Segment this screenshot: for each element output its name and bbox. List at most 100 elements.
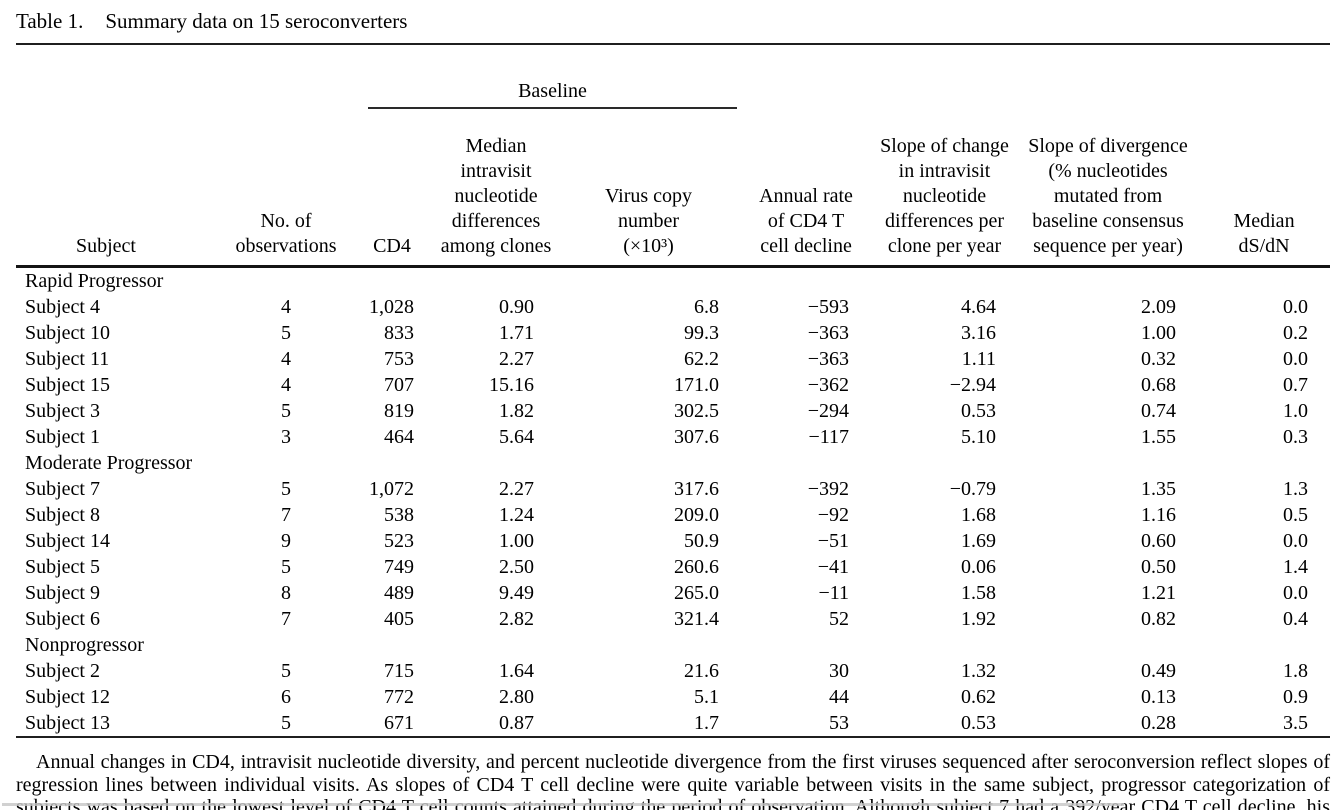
- value-cell: −2.94: [949, 374, 997, 396]
- value-cell: 15.16: [489, 374, 534, 396]
- value-cell: 0.50: [1141, 556, 1177, 578]
- value-cell: 52: [829, 608, 850, 630]
- value-cell: −51: [817, 530, 850, 552]
- header-median-dsdn: Median dS/dN: [1198, 45, 1331, 268]
- value-cell: 9: [281, 530, 291, 552]
- value-cell: 2.27: [499, 478, 534, 500]
- value-cell: 2.27: [499, 348, 534, 370]
- value-cell: 772: [384, 686, 414, 708]
- value-cell: 0.0: [1283, 530, 1309, 552]
- value-cell: 171.0: [674, 374, 720, 396]
- value-cell: 1.4: [1283, 556, 1309, 578]
- value-cell: 5: [281, 322, 291, 344]
- value-cell: 6: [281, 686, 291, 708]
- value-cell: 3.16: [961, 322, 997, 344]
- subject-cell: Subject 6: [25, 608, 100, 630]
- subject-cell: Subject 3: [25, 400, 100, 422]
- table-row: Subject 4 4 1,028 0.90 6.8 −593 4.64 2.09 0.0: [16, 294, 1330, 320]
- value-cell: 50.9: [684, 530, 720, 552]
- value-cell: 1.0: [1283, 400, 1309, 422]
- value-cell: 671: [348, 710, 436, 738]
- value-cell: 1.16: [1141, 504, 1177, 526]
- value-cell: −362: [807, 374, 850, 396]
- value-cell: −593: [807, 296, 850, 318]
- value-cell: 5.10: [961, 426, 997, 448]
- value-cell: −11: [818, 582, 850, 604]
- table-footnote: Annual changes in CD4, intravisit nucleo…: [16, 751, 1330, 810]
- value-cell: 1.32: [961, 660, 997, 682]
- value-cell: 3: [281, 426, 291, 448]
- header-median-intravisit: Median intravisit nucleotide differences…: [436, 134, 556, 268]
- value-cell: −363: [807, 322, 850, 344]
- value-cell: 0.32: [1141, 348, 1177, 370]
- table-title-text: Summary data on 15 seroconverters: [105, 9, 408, 33]
- value-cell: 1.92: [961, 608, 997, 630]
- value-cell: 5: [196, 710, 348, 738]
- value-cell: 2.82: [499, 608, 534, 630]
- value-cell: 1.00: [499, 530, 534, 552]
- table-row: Subject 7 5 1,072 2.27 317.6 −392 −0.79 1.35 1.3: [16, 476, 1330, 502]
- value-cell: 1.00: [1141, 322, 1177, 344]
- value-cell: 7: [281, 504, 291, 526]
- header-virus-copy: Virus copy number (×10³): [556, 134, 742, 268]
- table-number-label: Table 1.: [16, 9, 84, 33]
- value-cell: 1.3: [1283, 478, 1309, 500]
- value-cell: −392: [807, 478, 850, 500]
- table-row: Subject 11 4 753 2.27 62.2 −363 1.11 0.32 0.0: [16, 346, 1330, 372]
- value-cell: −41: [817, 556, 850, 578]
- value-cell: 0.4: [1283, 608, 1309, 630]
- value-cell: 4: [281, 348, 291, 370]
- value-cell: 1.82: [499, 400, 534, 422]
- value-cell: 0.0: [1283, 296, 1309, 318]
- value-cell: 464: [384, 426, 414, 448]
- header-cd4: CD4: [348, 134, 436, 268]
- value-cell: 7: [281, 608, 291, 630]
- value-cell: 538: [384, 504, 414, 526]
- value-cell: 4: [281, 296, 291, 318]
- header-spanner-row: Subject No. of observations Baseline Ann…: [16, 45, 1331, 268]
- value-cell: 21.6: [684, 660, 720, 682]
- table-title: Table 1. Summary data on 15 seroconverte…: [16, 0, 1330, 43]
- value-cell: −363: [807, 348, 850, 370]
- value-cell: 1.55: [1141, 426, 1177, 448]
- value-cell: 1.68: [961, 504, 997, 526]
- value-cell: 0.2: [1283, 322, 1309, 344]
- value-cell: 707: [384, 374, 414, 396]
- group-label: Nonprogressor: [25, 634, 144, 656]
- top-rule: [16, 43, 1330, 45]
- value-cell: −294: [807, 400, 850, 422]
- value-cell: 1.11: [961, 348, 997, 370]
- value-cell: 1.21: [1141, 582, 1177, 604]
- table-body: Rapid Progressor Subject 4 4 1,028 0.90 6.8 −5…: [16, 267, 1331, 738]
- value-cell: 0.0: [1283, 348, 1309, 370]
- value-cell: 0.49: [1141, 660, 1177, 682]
- value-cell: 0.74: [1141, 400, 1177, 422]
- table-row: Subject 12 6 772 2.80 5.1 44 0.62 0.13 0.9: [16, 684, 1330, 710]
- value-cell: 1.7: [556, 710, 742, 738]
- value-cell: −117: [808, 426, 850, 448]
- header-subject: Subject: [16, 45, 196, 268]
- value-cell: 0.82: [1141, 608, 1177, 630]
- value-cell: 715: [384, 660, 414, 682]
- value-cell: 3.5: [1198, 710, 1331, 738]
- value-cell: 0.53: [871, 710, 1019, 738]
- value-cell: 833: [384, 322, 414, 344]
- value-cell: 4: [281, 374, 291, 396]
- value-cell: 753: [384, 348, 414, 370]
- value-cell: 265.0: [674, 582, 720, 604]
- value-cell: 44: [829, 686, 850, 708]
- value-cell: 0.90: [499, 296, 534, 318]
- table-row: Subject 9 8 489 9.49 265.0 −11 1.58 1.21 0.0: [16, 580, 1330, 606]
- value-cell: 2.09: [1141, 296, 1177, 318]
- value-cell: 62.2: [684, 348, 720, 370]
- table-row: Subject 2 5 715 1.64 21.6 30 1.32 0.49 1.8: [16, 658, 1330, 684]
- value-cell: 0.28: [1018, 710, 1199, 738]
- value-cell: 302.5: [674, 400, 720, 422]
- value-cell: 1.64: [499, 660, 534, 682]
- table-row: Subject 13 5 671 0.87 1.7 53 0.53 0.28 3.5: [16, 710, 1331, 738]
- value-cell: 0.06: [961, 556, 997, 578]
- table-row: Subject 10 5 833 1.71 99.3 −363 3.16 1.00 0.2: [16, 320, 1330, 346]
- value-cell: 209.0: [674, 504, 720, 526]
- value-cell: 307.6: [674, 426, 720, 448]
